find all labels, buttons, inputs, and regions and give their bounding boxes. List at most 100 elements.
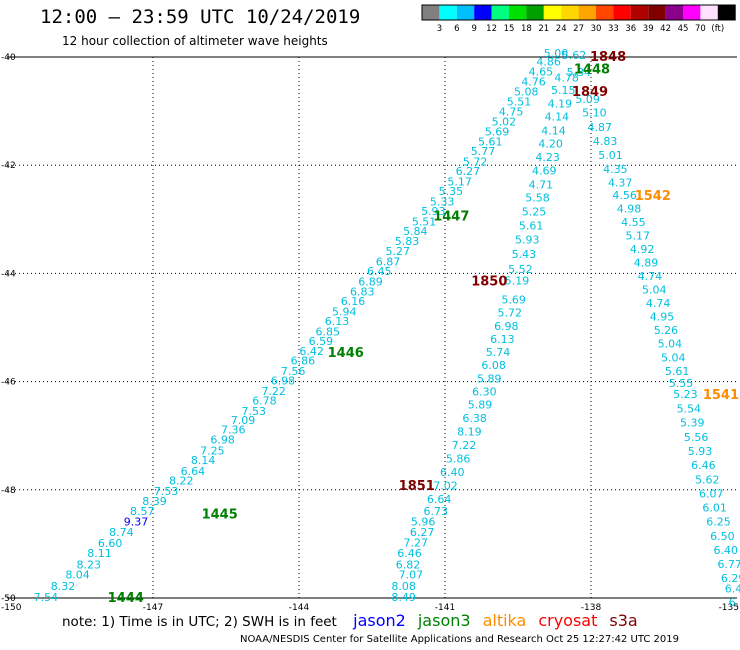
swh-value: 9.37	[124, 516, 149, 529]
swh-value: 4.19	[548, 98, 573, 111]
colorbar-swatch	[543, 5, 562, 20]
colorbar-label: 70	[695, 24, 706, 34]
swh-value: 5.34	[567, 66, 592, 79]
colorbar-label: 15	[504, 24, 515, 34]
swh-value: 5.00	[544, 47, 569, 60]
swh-value: 4.65	[529, 66, 554, 79]
colorbar-swatch	[439, 5, 457, 20]
swh-value: 5.86	[446, 452, 471, 465]
colorbar-swatch	[683, 5, 701, 20]
swh-value: 6.46	[397, 547, 422, 560]
colorbar-label: 9	[471, 24, 476, 34]
swh-value: 4.83	[593, 135, 618, 148]
swh-value: 6.30	[472, 385, 497, 398]
colorbar-label: 3	[437, 24, 442, 34]
swh-value: 5.89	[468, 398, 493, 411]
colorbar-swatch	[509, 5, 527, 20]
swh-value: 6.60	[98, 537, 123, 550]
map-grid	[7, 56, 737, 599]
colorbar-swatch	[700, 5, 718, 20]
swh-value: 6.38	[462, 412, 487, 425]
swh-value: 6.89	[358, 276, 383, 289]
swh-value: 5.52	[508, 263, 533, 276]
swh-value: 5.04	[658, 338, 683, 351]
swh-value: 5.93	[688, 445, 713, 458]
colorbar-swatch	[596, 5, 614, 20]
swh-value: 6.37	[729, 596, 740, 609]
legend-jason2: jason2	[353, 611, 406, 630]
time-label: 1848	[590, 50, 626, 65]
swh-value: 5.61	[478, 135, 503, 148]
swh-value: 6.01	[702, 502, 727, 515]
swh-value: 8.57	[130, 505, 155, 518]
swh-value: 5.35	[439, 185, 464, 198]
swh-value: 6.29	[721, 572, 740, 585]
colorbar-label: 39	[643, 24, 654, 34]
swh-value: 6.64	[181, 465, 206, 478]
swh-value: 5.23	[673, 388, 698, 401]
longitude-tick-label: -138	[581, 603, 602, 613]
swh-value: 4.37	[608, 177, 633, 190]
swh-value: 8.14	[191, 454, 216, 467]
longitude-tick-label: -147	[143, 603, 163, 613]
swh-value: 6.25	[706, 516, 731, 529]
colorbar-swatch	[456, 5, 475, 20]
swh-value: 6.87	[376, 255, 401, 268]
time-label: 1446	[328, 346, 364, 361]
swh-value: 5.17	[625, 230, 650, 243]
latitude-ticks: -40 -42 -44 -46 -48 -50	[1, 53, 16, 604]
colorbar: 3 6 9 12 15 18 21 24 27 30 33 36 39 42 45 70 (ft)	[421, 4, 736, 34]
swh-value: 6.78	[252, 395, 277, 408]
latitude-tick-label: -48	[1, 486, 16, 496]
swh-value: 5.51	[412, 215, 437, 228]
swh-value: 5.89	[477, 372, 502, 385]
swh-value: 4.14	[545, 111, 570, 124]
swh-value: 4.76	[521, 75, 546, 88]
swh-value: 4.87	[588, 121, 613, 134]
swh-value: 4.55	[621, 216, 646, 229]
latitude-tick-label: -42	[1, 161, 16, 171]
legend-altika: altika	[482, 611, 527, 630]
swh-value: 4.98	[617, 202, 642, 215]
time-label: 1541	[703, 388, 739, 403]
swh-value: 5.93	[421, 205, 446, 218]
longitude-tick-label: -150	[1, 603, 22, 613]
swh-value: 5.10	[582, 107, 607, 120]
swh-value: 8.32	[51, 580, 76, 593]
colorbar-label: 45	[678, 24, 689, 34]
swh-value: 5.02	[492, 115, 517, 128]
longitude-tick-label: -135	[719, 603, 739, 613]
swh-value: 4.69	[532, 165, 557, 178]
swh-value: 5.43	[512, 248, 537, 261]
swh-value: 8.11	[87, 547, 112, 560]
swh-value: 6.13	[325, 315, 350, 328]
swh-value: 7.22	[261, 385, 286, 398]
swh-value: 6.46	[691, 459, 716, 472]
time-label: 1447	[433, 210, 469, 225]
swh-value: 6.77	[717, 558, 740, 571]
swh-value: 4.14	[541, 125, 566, 138]
swh-value: 5.83	[395, 235, 420, 248]
swh-value: 5.26	[654, 324, 679, 337]
swh-value: 6.83	[350, 285, 375, 298]
colorbar-label: 36	[625, 24, 636, 34]
swh-value: 4.74	[646, 297, 671, 310]
swh-value: 5.69	[501, 293, 526, 306]
colorbar-frame	[421, 4, 736, 21]
swh-value: 6.07	[699, 488, 724, 501]
swh-value: 6.45	[367, 265, 392, 278]
swh-value: 6.98	[494, 320, 519, 333]
swh-value: 5.84	[403, 225, 428, 238]
swh-value: 8.49	[391, 591, 416, 604]
time-label: 1448	[574, 62, 610, 77]
page-title: 12:00 – 23:59 UTC 10/24/2019	[40, 6, 361, 28]
swh-value: 7.56	[281, 365, 306, 378]
swh-value: 6.98	[210, 433, 235, 446]
swh-value: 8.39	[142, 495, 167, 508]
swh-value: 7.25	[200, 444, 225, 457]
colorbar-label: 42	[660, 24, 671, 34]
swh-value: 7.54	[34, 591, 59, 604]
swh-value: 5.04	[642, 284, 667, 297]
swh-value: 5.19	[505, 274, 530, 287]
